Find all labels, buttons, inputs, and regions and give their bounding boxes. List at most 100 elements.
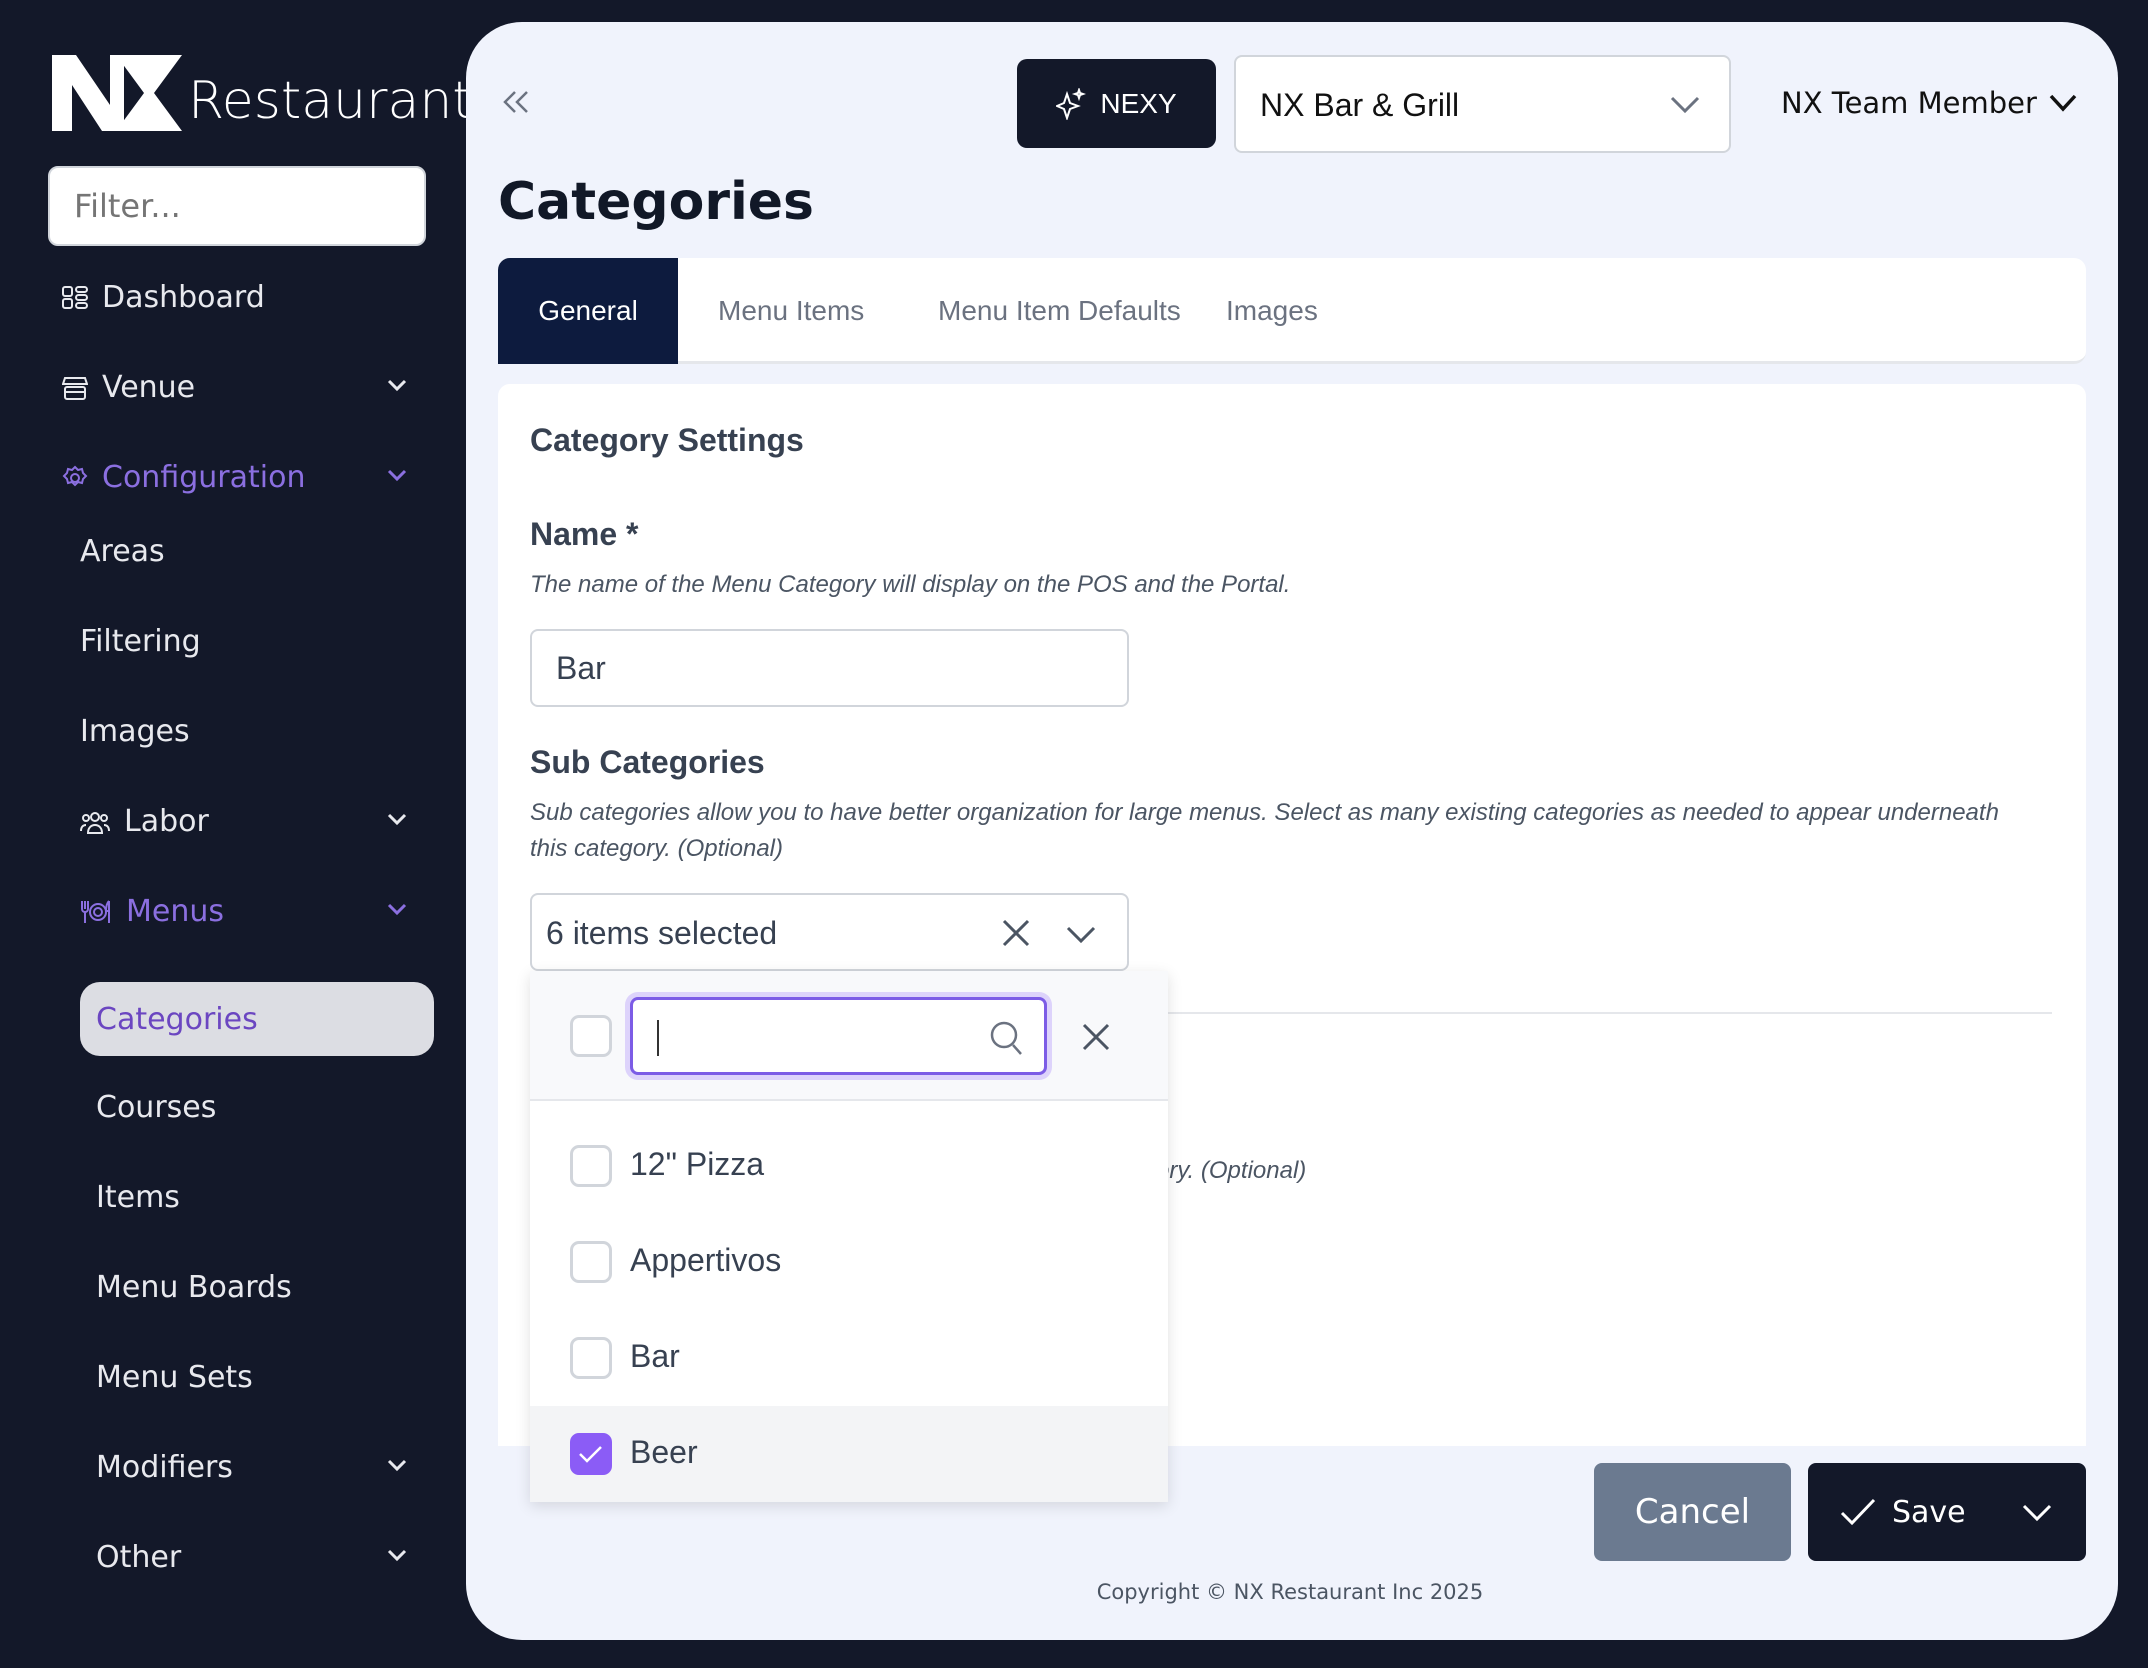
sidebar-item-modifiers[interactable]: Modifiers — [96, 1450, 456, 1485]
chevron-down-icon — [1670, 96, 1700, 114]
store-icon — [62, 376, 88, 400]
tab-images[interactable]: Images — [1186, 258, 1358, 364]
cancel-label: Cancel — [1634, 1492, 1751, 1532]
text-cursor — [657, 1020, 659, 1056]
nexy-button[interactable]: NEXY — [1017, 59, 1216, 148]
cancel-button[interactable]: Cancel — [1594, 1463, 1791, 1561]
field-description-partial: ory. (Optional) — [1156, 1157, 1307, 1184]
tab-menu-items[interactable]: Menu Items — [678, 258, 904, 364]
sidebar-item-label: Filtering — [80, 624, 201, 659]
option-checkbox[interactable] — [570, 1337, 612, 1379]
sub-categories-label: Sub Categories — [530, 744, 765, 780]
sidebar-item-labor[interactable]: Labor — [80, 804, 440, 839]
dashboard-icon — [62, 285, 88, 309]
option-checkbox[interactable] — [570, 1241, 612, 1283]
sidebar-item-label: Configuration — [102, 460, 306, 495]
sidebar-item-label: Labor — [124, 804, 209, 839]
venue-select-value: NX Bar & Grill — [1260, 87, 1460, 123]
sidebar-item-menus[interactable]: Menus — [80, 894, 440, 929]
sub-categories-description: Sub categories allow you to have better … — [530, 799, 1999, 862]
sidebar-item-venue[interactable]: Venue — [62, 370, 422, 405]
sparkle-icon — [1056, 87, 1087, 120]
chevron-down-icon[interactable] — [386, 808, 408, 830]
option-label: Beer — [630, 1434, 698, 1470]
utensils-icon — [81, 899, 110, 923]
tab-label: General — [538, 295, 638, 326]
sidebar-item-label: Images — [80, 714, 190, 749]
tab-label: Menu Item Defaults — [938, 295, 1181, 326]
tab-label: Images — [1226, 295, 1318, 326]
chevron-down-icon — [2049, 94, 2077, 112]
sidebar-item-label: Menu Boards — [96, 1270, 292, 1305]
sidebar-item-categories[interactable]: Categories — [80, 982, 434, 1056]
select-all-checkbox[interactable] — [570, 1015, 612, 1057]
option-label: Bar — [630, 1338, 680, 1374]
users-icon — [80, 811, 110, 834]
sub-categories-dropdown: 12" Pizza Appertivos Bar Beer — [530, 971, 1168, 1502]
tab-label: Menu Items — [718, 295, 865, 326]
chevron-down-icon[interactable] — [1066, 925, 1096, 945]
sidebar-item-label: Menus — [126, 894, 224, 929]
dropdown-option[interactable]: Bar — [530, 1310, 1168, 1406]
name-input[interactable] — [530, 629, 1129, 707]
clear-icon[interactable] — [1002, 919, 1030, 947]
sidebar-item-label: Dashboard — [102, 280, 265, 315]
sidebar-item-dashboard[interactable]: Dashboard — [62, 280, 422, 315]
sidebar-item-items[interactable]: Items — [96, 1180, 456, 1215]
venue-select[interactable]: NX Bar & Grill — [1234, 55, 1731, 153]
sidebar-item-label: Areas — [80, 534, 165, 569]
sidebar-item-filtering[interactable]: Filtering — [80, 624, 440, 659]
user-menu[interactable]: NX Team Member — [1781, 86, 2077, 120]
sidebar-item-images[interactable]: Images — [80, 714, 440, 749]
sidebar-item-configuration[interactable]: Configuration — [62, 460, 422, 495]
nx-logo-mark — [52, 55, 182, 131]
sidebar-item-label: Categories — [96, 1001, 258, 1037]
check-icon — [579, 1446, 602, 1463]
user-name: NX Team Member — [1781, 86, 2037, 120]
sidebar-item-label: Menu Sets — [96, 1360, 253, 1395]
sidebar-item-label: Venue — [102, 370, 196, 405]
logo: Restaurant — [52, 55, 473, 131]
name-description: The name of the Menu Category will displ… — [530, 571, 1291, 598]
divider — [1168, 1012, 2052, 1014]
page-title: Categories — [498, 172, 815, 232]
option-checkbox-checked[interactable] — [570, 1433, 612, 1475]
sidebar-item-label: Courses — [96, 1090, 217, 1125]
save-options-chevron-icon[interactable] — [2022, 1503, 2052, 1523]
sidebar-item-label: Items — [96, 1180, 180, 1215]
copyright: Copyright © NX Restaurant Inc 2025 — [1096, 1580, 1484, 1604]
chevron-down-icon[interactable] — [386, 374, 408, 396]
sidebar-item-menu-sets[interactable]: Menu Sets — [96, 1360, 456, 1395]
close-icon[interactable] — [1082, 1023, 1110, 1051]
chevron-down-icon[interactable] — [386, 1454, 408, 1476]
sidebar-item-other[interactable]: Other — [96, 1540, 456, 1575]
sidebar-item-areas[interactable]: Areas — [80, 534, 440, 569]
name-label: Name * — [530, 516, 639, 552]
sidebar-filter-input[interactable] — [48, 166, 426, 246]
tab-bar: General Menu Items Menu Item Defaults Im… — [498, 258, 2086, 364]
sidebar-item-menu-boards[interactable]: Menu Boards — [96, 1270, 456, 1305]
save-button[interactable]: Save — [1808, 1463, 2086, 1561]
tab-menu-item-defaults[interactable]: Menu Item Defaults — [898, 258, 1221, 364]
gear-icon — [62, 465, 88, 486]
dropdown-search-input[interactable] — [653, 1016, 973, 1056]
logo-text: Restaurant — [188, 71, 473, 131]
dropdown-header — [530, 971, 1168, 1101]
dropdown-option[interactable]: Beer — [530, 1406, 1168, 1502]
save-label: Save — [1892, 1495, 1966, 1530]
dropdown-option[interactable]: Appertivos — [530, 1214, 1168, 1310]
dropdown-option[interactable]: 12" Pizza — [530, 1118, 1168, 1214]
sidebar-item-label: Modifiers — [96, 1450, 233, 1485]
check-icon — [1840, 1498, 1876, 1526]
collapse-sidebar-icon[interactable] — [502, 90, 530, 114]
option-checkbox[interactable] — [570, 1145, 612, 1187]
chevron-down-icon[interactable] — [386, 464, 408, 486]
select-value: 6 items selected — [546, 915, 778, 951]
chevron-down-icon[interactable] — [386, 898, 408, 920]
chevron-down-icon[interactable] — [386, 1544, 408, 1566]
tab-general[interactable]: General — [498, 258, 678, 364]
sub-categories-select[interactable]: 6 items selected — [530, 893, 1129, 971]
nexy-label: NEXY — [1100, 87, 1177, 119]
dropdown-search[interactable] — [630, 997, 1047, 1075]
sidebar-item-courses[interactable]: Courses — [96, 1090, 456, 1125]
